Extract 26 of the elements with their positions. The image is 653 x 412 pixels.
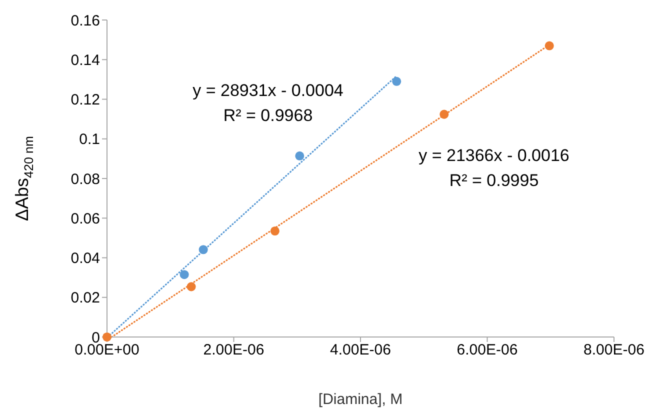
x-tick-label: 6.00E-06 bbox=[456, 342, 518, 359]
point bbox=[544, 41, 554, 50]
y-tick-label: 0.1 bbox=[79, 131, 100, 148]
point bbox=[270, 226, 280, 236]
x-axis-title: [Diamina], M bbox=[318, 391, 403, 408]
point bbox=[180, 270, 189, 280]
annotation: R² = 0.9995 bbox=[449, 171, 539, 191]
x-tick-label: 8.00E-06 bbox=[584, 342, 644, 359]
y-tick-label: 0.14 bbox=[70, 52, 100, 69]
x-tick-label: 0.00E+00 bbox=[74, 342, 140, 359]
y-tick-label: 0.06 bbox=[70, 210, 100, 228]
y-tick-label: 0.16 bbox=[70, 12, 100, 30]
point bbox=[440, 110, 449, 119]
y-tick-label: 0.08 bbox=[70, 170, 100, 188]
point bbox=[198, 245, 208, 254]
y-tick-label: 0.12 bbox=[70, 92, 100, 109]
point bbox=[295, 151, 304, 160]
y-tick-label: 0.02 bbox=[70, 290, 100, 307]
x-tick-label: 2.00E-06 bbox=[203, 342, 264, 359]
annotation: y = 21366x - 0.0016 bbox=[418, 146, 570, 166]
point bbox=[186, 282, 196, 292]
point bbox=[392, 76, 402, 86]
annotation: R² = 0.9968 bbox=[223, 106, 313, 126]
y-tick-label: 0.04 bbox=[70, 250, 100, 268]
annotation: y = 28931x - 0.0004 bbox=[192, 81, 344, 101]
x-tick-label: 4.00E-06 bbox=[330, 342, 391, 359]
